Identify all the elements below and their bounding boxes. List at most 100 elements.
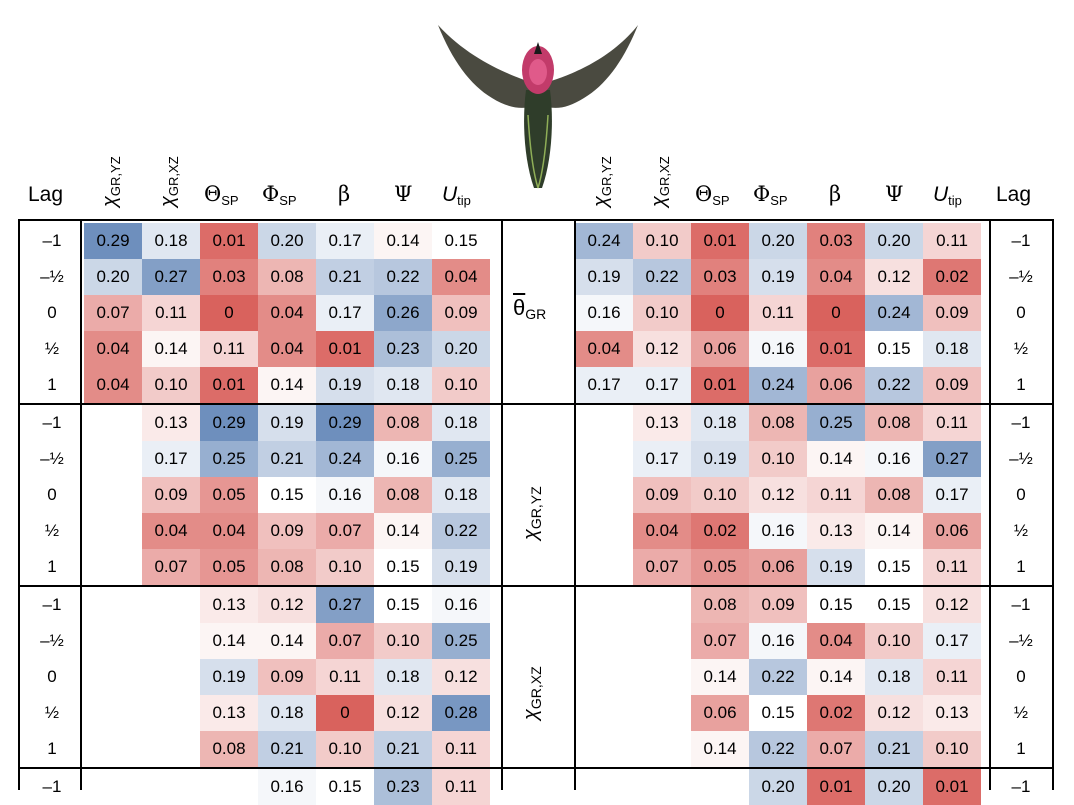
lag-label-left: –1 (42, 413, 62, 432)
heatmap-cell: 0.12 (749, 477, 807, 513)
lag-label-left: 0 (47, 485, 57, 504)
heatmap-cell: 0.14 (807, 659, 865, 695)
heatmap-cell: 0.19 (807, 549, 865, 585)
lag-label-right: –1 (1011, 413, 1031, 432)
heatmap-cell: 0.29 (200, 405, 258, 441)
heatmap-cell: 0.15 (374, 549, 432, 585)
heatmap-cell: 0.02 (923, 259, 981, 295)
heatmap-cell: 0.20 (865, 223, 923, 259)
heatmap-cell: 0.10 (749, 441, 807, 477)
header-theta-sp-left: ΘSP (204, 182, 239, 208)
lag-label-right: –1 (1011, 231, 1031, 250)
heatmap-cell: 0.19 (258, 405, 316, 441)
heatmap-cell: 0.25 (200, 441, 258, 477)
heatmap-cell: 0.04 (807, 259, 865, 295)
heatmap-cell: 0.09 (749, 587, 807, 623)
heatmap-cell: 0.08 (258, 259, 316, 295)
heatmap-cell: 0.12 (374, 695, 432, 731)
lag-label-left: ½ (44, 703, 60, 722)
lag-label-right: ½ (1013, 339, 1029, 358)
header-phi-sp-left: ΦSP (262, 182, 297, 208)
heatmap-cell: 0.08 (749, 405, 807, 441)
heatmap-cell: 0.09 (142, 477, 200, 513)
heatmap-cell: 0.18 (374, 367, 432, 403)
heatmap-cell: 0.16 (374, 441, 432, 477)
heatmap-cell: 0.01 (691, 223, 749, 259)
heatmap-cell: 0.07 (316, 623, 374, 659)
table-vertical-rule (80, 219, 82, 790)
lag-label-right: ½ (1013, 703, 1029, 722)
heatmap-cell: 0.22 (633, 259, 691, 295)
heatmap-cell: 0.13 (923, 695, 981, 731)
heatmap-cell: 0.20 (432, 331, 490, 367)
lag-label-left: –½ (40, 631, 64, 650)
heatmap-cell: 0.19 (432, 549, 490, 585)
heatmap-cell: 0.13 (807, 513, 865, 549)
header-chi-gr-xz-right: χGR,XZ (648, 156, 672, 207)
heatmap-cell: 0.16 (258, 769, 316, 805)
heatmap-cell: 0.17 (633, 367, 691, 403)
heatmap-cell: 0.04 (142, 513, 200, 549)
row-label-chi-xz: χGR,XZ (520, 666, 544, 720)
heatmap-cell: 0.14 (374, 223, 432, 259)
table-vertical-rule (989, 219, 991, 790)
heatmap-cell: 0.12 (923, 587, 981, 623)
heatmap-cell: 0.04 (432, 259, 490, 295)
heatmap-cell: 0.01 (807, 331, 865, 367)
heatmap-cell: 0.13 (200, 587, 258, 623)
heatmap-cell: 0.21 (865, 731, 923, 767)
lag-label-left: 1 (47, 557, 57, 576)
heatmap-cell: 0.17 (923, 477, 981, 513)
heatmap-cell: 0.10 (432, 367, 490, 403)
heatmap-cell: 0.17 (316, 223, 374, 259)
lag-label-right: 1 (1016, 375, 1026, 394)
heatmap-cell: 0.24 (865, 295, 923, 331)
heatmap-cell: 0.12 (258, 587, 316, 623)
lag-label-left: 1 (47, 739, 57, 758)
lag-label-right: 1 (1016, 739, 1026, 758)
lag-label-left: –1 (42, 595, 62, 614)
heatmap-cell: 0.07 (807, 731, 865, 767)
row-label-chi-yz: χGR,YZ (520, 486, 544, 540)
heatmap-cell: 0.24 (575, 223, 633, 259)
heatmap-cell: 0.13 (633, 405, 691, 441)
table-vertical-rule (18, 219, 20, 790)
heatmap-cell: 0.11 (923, 405, 981, 441)
heatmap-cell: 0.27 (316, 587, 374, 623)
heatmap-cell: 0.11 (200, 331, 258, 367)
heatmap-cell: 0.18 (432, 405, 490, 441)
lag-label-right: 0 (1016, 667, 1026, 686)
lag-label-right: –1 (1011, 595, 1031, 614)
heatmap-cell: 0.08 (374, 477, 432, 513)
heatmap-cell: 0.11 (432, 731, 490, 767)
heatmap-cell: 0 (316, 695, 374, 731)
header-chi-gr-yz-left: χGR,YZ (99, 156, 123, 207)
heatmap-cell: 0.14 (258, 367, 316, 403)
heatmap-cell: 0.15 (374, 587, 432, 623)
heatmap-cell: 0.02 (691, 513, 749, 549)
heatmap-cell: 0.01 (691, 367, 749, 403)
heatmap-cell: 0.17 (575, 367, 633, 403)
header-lag-right: Lag (996, 183, 1032, 206)
heatmap-cell: 0.11 (807, 477, 865, 513)
heatmap-cell: 0.06 (807, 367, 865, 403)
heatmap-cell: 0.16 (749, 331, 807, 367)
heatmap-cell: 0.21 (316, 259, 374, 295)
lag-label-left: ½ (44, 339, 60, 358)
heatmap-cell: 0.18 (865, 659, 923, 695)
heatmap-cell: 0.04 (575, 331, 633, 367)
heatmap-cell: 0.23 (374, 331, 432, 367)
heatmap-cell: 0 (807, 295, 865, 331)
heatmap-cell: 0.29 (84, 223, 142, 259)
lag-label-right: –½ (1009, 631, 1033, 650)
heatmap-cell: 0.06 (749, 549, 807, 585)
heatmap-cell: 0.11 (749, 295, 807, 331)
heatmap-cell: 0.15 (865, 331, 923, 367)
heatmap-cell: 0.08 (691, 587, 749, 623)
heatmap-cell: 0.25 (432, 623, 490, 659)
heatmap-cell: 0.08 (865, 477, 923, 513)
heatmap-cell: 0.15 (432, 223, 490, 259)
heatmap-cell: 0.05 (691, 549, 749, 585)
heatmap-cell: 0.08 (258, 549, 316, 585)
header-beta-right: β (829, 182, 842, 206)
